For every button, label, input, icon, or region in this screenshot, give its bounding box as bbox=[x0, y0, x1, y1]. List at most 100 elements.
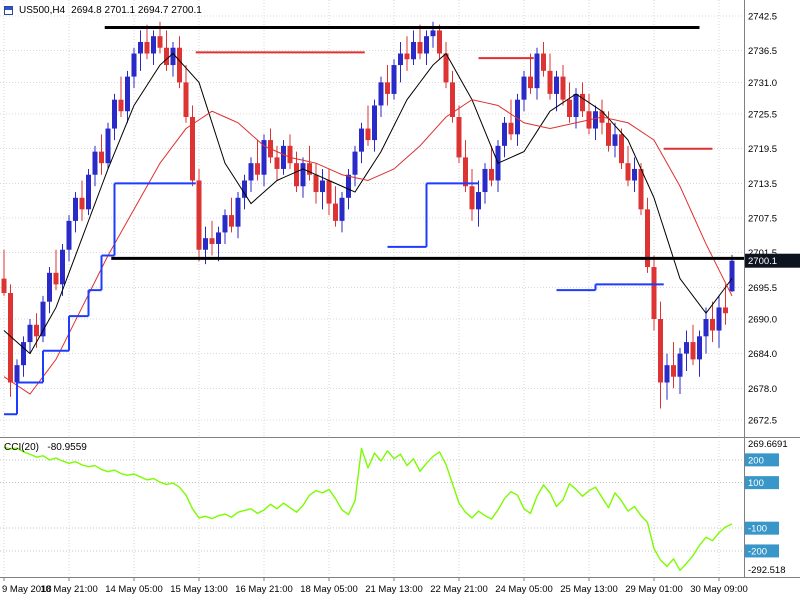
candle-bull bbox=[430, 30, 436, 37]
candle-bull bbox=[703, 319, 709, 337]
candle-bear bbox=[34, 324, 39, 337]
candle-bear bbox=[255, 163, 260, 175]
candle-bear bbox=[53, 272, 59, 285]
candle-bear bbox=[710, 319, 715, 331]
svg-text:2725.5: 2725.5 bbox=[748, 110, 777, 121]
cci-level-badge bbox=[745, 544, 779, 558]
candle-bull bbox=[66, 220, 72, 250]
candle-bear bbox=[567, 99, 572, 117]
candle-bear bbox=[463, 157, 468, 187]
candle-bear bbox=[209, 238, 215, 244]
candle-bull bbox=[398, 53, 403, 66]
candle-bull bbox=[697, 336, 702, 360]
candle-bear bbox=[638, 168, 644, 210]
candle-bull bbox=[27, 324, 33, 343]
price-scale-labels: 2742.5 2736.5 2731.0 2725.5 2719.5 2713.5 2707… bbox=[748, 12, 777, 427]
candle-bull bbox=[729, 260, 735, 292]
indicator-plot-area[interactable] bbox=[0, 441, 744, 575]
candle-bull bbox=[248, 163, 254, 181]
svg-text:100: 100 bbox=[748, 478, 764, 489]
time-scale[interactable] bbox=[0, 578, 800, 600]
candle-bull bbox=[216, 232, 221, 244]
candle-bull bbox=[105, 128, 111, 164]
svg-text:2707.5: 2707.5 bbox=[748, 214, 777, 225]
candle-bull bbox=[281, 145, 286, 169]
candle-bull bbox=[131, 53, 137, 77]
candle-bull bbox=[482, 168, 488, 193]
candle-bear bbox=[307, 163, 312, 175]
svg-text:2684.0: 2684.0 bbox=[748, 349, 777, 360]
resistance-line bbox=[195, 51, 713, 150]
candle-bull bbox=[612, 134, 618, 146]
svg-text:-292.518: -292.518 bbox=[748, 565, 786, 576]
candle-bear bbox=[190, 117, 195, 181]
candle-bull bbox=[170, 47, 176, 66]
candle-bull bbox=[378, 82, 384, 106]
support-step-line bbox=[4, 182, 664, 416]
candle-bear bbox=[385, 82, 390, 94]
candle-bear bbox=[326, 180, 332, 204]
svg-text:-200: -200 bbox=[748, 546, 767, 557]
cci-level-badge bbox=[745, 453, 779, 467]
svg-text:10 May 21:00: 10 May 21:00 bbox=[40, 584, 98, 595]
candle-bear bbox=[671, 365, 676, 377]
candle-bull bbox=[716, 307, 722, 331]
svg-text:15 May 13:00: 15 May 13:00 bbox=[170, 584, 228, 595]
candle-bull bbox=[424, 36, 429, 54]
ma-slow-line bbox=[3, 99, 733, 395]
svg-text:269.6691: 269.6691 bbox=[748, 439, 788, 450]
candle-bull bbox=[411, 41, 416, 60]
svg-text:2695.5: 2695.5 bbox=[748, 283, 777, 294]
indicator-label: CCI(20) -80.9559 bbox=[4, 442, 87, 453]
candle-bull bbox=[92, 151, 98, 175]
svg-text:2713.5: 2713.5 bbox=[748, 179, 777, 190]
candle-bear bbox=[144, 41, 150, 54]
candle-bear bbox=[456, 117, 462, 158]
cci-level-badge bbox=[745, 476, 779, 490]
candle-bear bbox=[645, 209, 650, 268]
svg-text:2736.5: 2736.5 bbox=[748, 46, 777, 57]
candle-bull bbox=[593, 111, 598, 129]
candle-bear bbox=[8, 293, 13, 383]
candle-bear bbox=[437, 30, 442, 54]
candle-bear bbox=[313, 174, 319, 193]
svg-text:9 May 2018: 9 May 2018 bbox=[2, 584, 52, 595]
svg-text:2678.0: 2678.0 bbox=[748, 384, 777, 395]
svg-text:25 May 13:00: 25 May 13:00 bbox=[560, 584, 618, 595]
candle-bull bbox=[261, 140, 267, 175]
svg-text:22 May 21:00: 22 May 21:00 bbox=[430, 584, 488, 595]
cci-level-badge bbox=[745, 521, 779, 535]
candle-bear bbox=[99, 151, 104, 164]
candle-bull bbox=[300, 163, 306, 187]
candle-bear bbox=[157, 36, 163, 48]
candle-bear bbox=[118, 99, 124, 112]
candles bbox=[1, 21, 735, 409]
candle-bear bbox=[1, 278, 7, 294]
candle-bear bbox=[443, 53, 449, 83]
symbol-period-label: US500,H4 bbox=[19, 5, 66, 16]
candle-bear bbox=[560, 76, 566, 100]
candle-bull bbox=[138, 41, 143, 54]
ma-fast-line bbox=[3, 52, 733, 355]
svg-text:16 May 21:00: 16 May 21:00 bbox=[235, 584, 293, 595]
candle-bear bbox=[365, 128, 371, 141]
candle-bull bbox=[125, 76, 130, 112]
indicator-value: -80.9559 bbox=[47, 442, 87, 453]
candle-bull bbox=[684, 342, 689, 354]
indicator-name: CCI(20) bbox=[4, 442, 40, 453]
indicator-scale-labels: 269.6691 -292.518 200 100 -100 -200 bbox=[745, 439, 788, 576]
candle-bear bbox=[625, 163, 631, 181]
candle-bull bbox=[320, 180, 325, 193]
candle-bear bbox=[196, 180, 202, 250]
candle-bear bbox=[547, 70, 553, 94]
candle-bull bbox=[664, 365, 670, 383]
candle-bear bbox=[333, 203, 338, 221]
candle-bull bbox=[203, 238, 208, 250]
candle-bear bbox=[619, 134, 624, 164]
candle-bear bbox=[229, 215, 234, 227]
candle-bear bbox=[508, 122, 514, 135]
candle-bear bbox=[294, 163, 299, 187]
svg-text:18 May 05:00: 18 May 05:00 bbox=[300, 584, 358, 595]
svg-text:29 May 01:00: 29 May 01:00 bbox=[625, 584, 683, 595]
